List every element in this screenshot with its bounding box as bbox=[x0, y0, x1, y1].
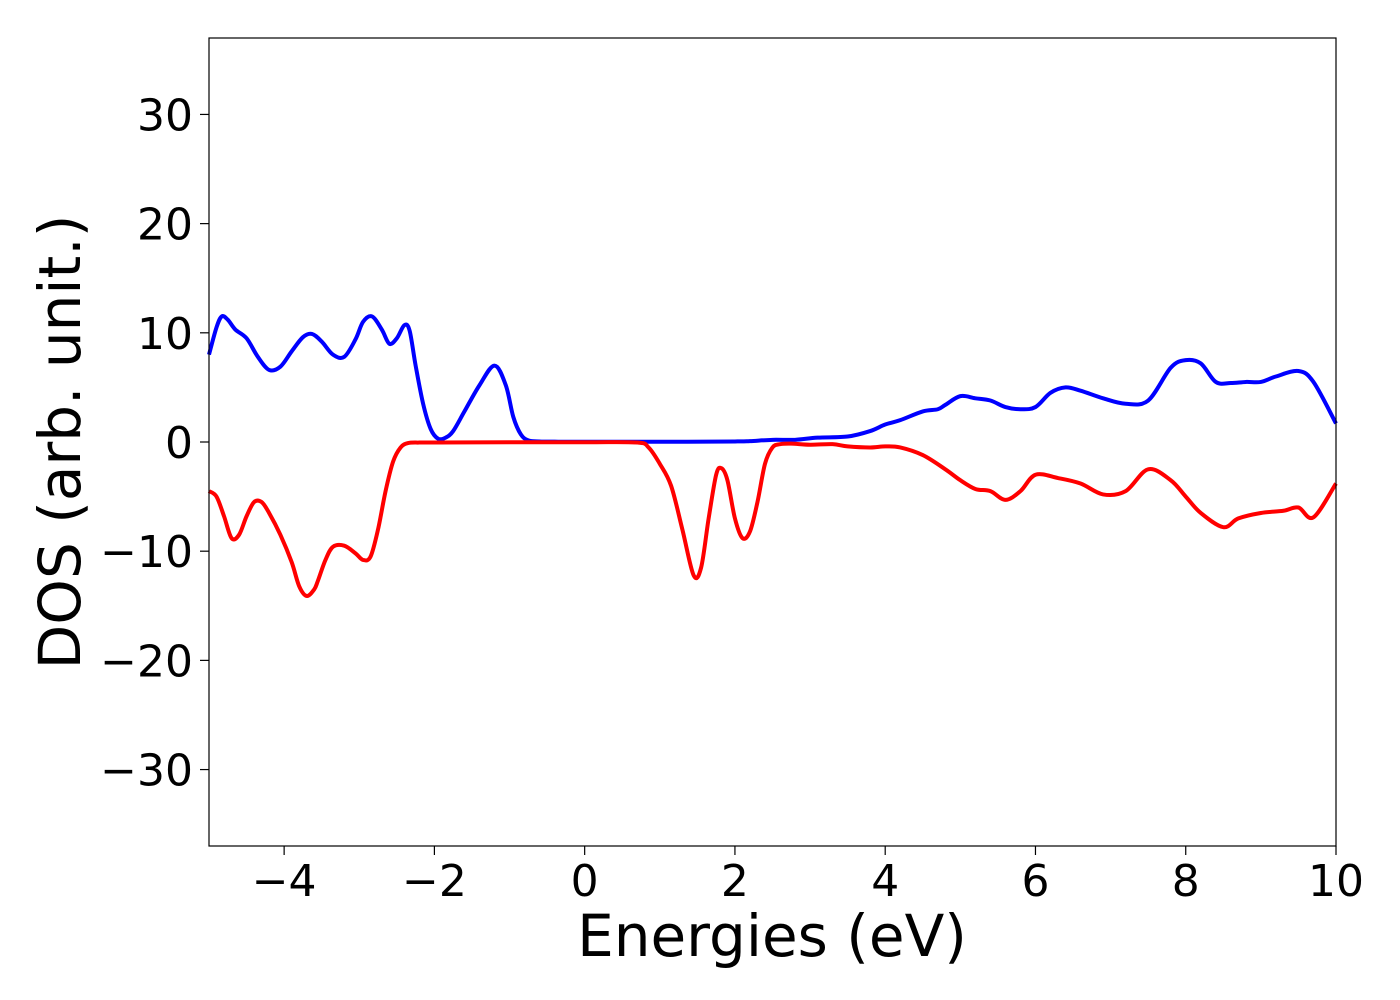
x-tick-label: 8 bbox=[1172, 856, 1200, 907]
y-tick-label: 0 bbox=[165, 418, 193, 469]
x-tick-label: 4 bbox=[871, 856, 899, 907]
x-axis-title: Energies (eV) bbox=[577, 902, 967, 970]
y-tick-label: −20 bbox=[100, 636, 193, 687]
y-tick-label: 10 bbox=[137, 309, 193, 360]
y-tick-label: −10 bbox=[100, 527, 193, 578]
y-tick-label: 20 bbox=[137, 200, 193, 251]
x-tick-label: 6 bbox=[1021, 856, 1049, 907]
y-axis: 30 20 10 0 −10 −20 −30 bbox=[100, 90, 209, 797]
y-axis-title: DOS (arb. unit.) bbox=[26, 215, 94, 670]
x-tick-label: −4 bbox=[252, 856, 317, 907]
series-layer bbox=[207, 314, 1338, 598]
plot-background bbox=[209, 38, 1336, 846]
series-line-spin-down bbox=[207, 440, 1338, 598]
x-axis: −4 −2 0 2 4 6 8 10 bbox=[252, 846, 1364, 907]
x-tick-label: 2 bbox=[721, 856, 749, 907]
y-tick-label: −30 bbox=[100, 746, 193, 797]
x-tick-label: −2 bbox=[402, 856, 467, 907]
x-tick-label: 10 bbox=[1308, 856, 1364, 907]
x-tick-label: 0 bbox=[571, 856, 599, 907]
y-tick-label: 30 bbox=[137, 90, 193, 141]
